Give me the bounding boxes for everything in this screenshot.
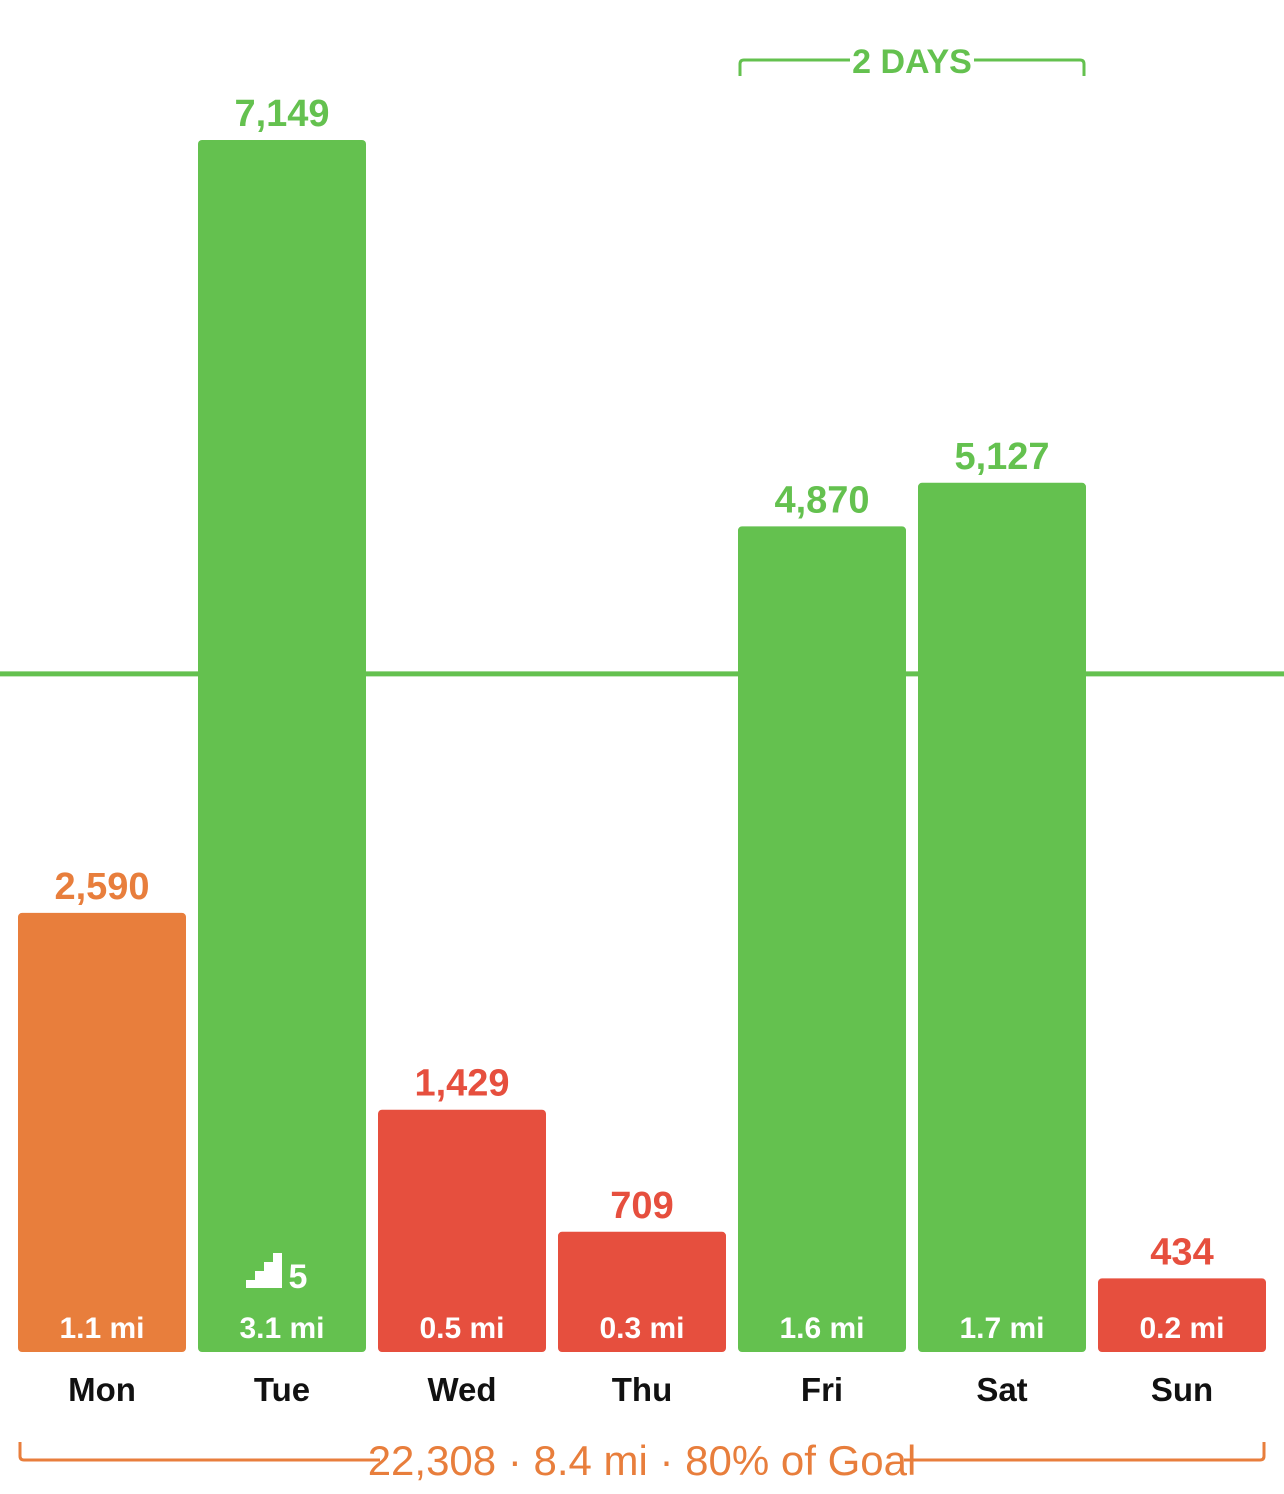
streak-label: 2 DAYS — [852, 43, 972, 81]
day-label-thu: Thu — [612, 1371, 672, 1408]
day-label-sat: Sat — [976, 1371, 1027, 1408]
bar-fri[interactable] — [738, 526, 906, 1352]
summary-bracket-right — [904, 1442, 1266, 1462]
bar-sat[interactable] — [918, 482, 1086, 1352]
distance-label-sun: 0.2 mi — [1139, 1312, 1224, 1345]
distance-label-mon: 1.1 mi — [59, 1312, 144, 1345]
day-label-mon: Mon — [68, 1371, 136, 1408]
distance-label-sat: 1.7 mi — [959, 1312, 1044, 1345]
value-label-mon: 2,590 — [54, 866, 149, 908]
value-label-fri: 4,870 — [774, 479, 869, 521]
bar-sun[interactable] — [1098, 1278, 1266, 1352]
streak-bracket-left — [738, 58, 850, 76]
value-label-sat: 5,127 — [954, 436, 1049, 478]
day-label-fri: Fri — [801, 1371, 843, 1408]
streak-bracket-right — [974, 58, 1086, 76]
day-label-wed: Wed — [427, 1371, 496, 1408]
distance-label-wed: 0.5 mi — [419, 1312, 504, 1345]
bar-mon[interactable] — [18, 912, 186, 1352]
day-label-sun: Sun — [1151, 1371, 1213, 1408]
day-label-tue: Tue — [254, 1371, 310, 1408]
bar-wed[interactable] — [378, 1109, 546, 1352]
bar-tue[interactable] — [198, 140, 366, 1352]
distance-label-thu: 0.3 mi — [599, 1312, 684, 1345]
distance-label-tue: 3.1 mi — [239, 1312, 324, 1345]
value-label-sun: 434 — [1150, 1231, 1213, 1273]
summary-bracket-left — [18, 1442, 380, 1462]
bar-thu[interactable] — [558, 1231, 726, 1352]
stairs-icon — [246, 1253, 282, 1288]
stairs-count: 5 — [289, 1258, 308, 1296]
distance-label-fri: 1.6 mi — [779, 1312, 864, 1345]
summary-label: 22,308 · 8.4 mi · 80% of Goal — [368, 1437, 917, 1484]
value-label-tue: 7,149 — [234, 93, 329, 135]
value-label-wed: 1,429 — [414, 1063, 509, 1105]
value-label-thu: 709 — [610, 1185, 673, 1227]
